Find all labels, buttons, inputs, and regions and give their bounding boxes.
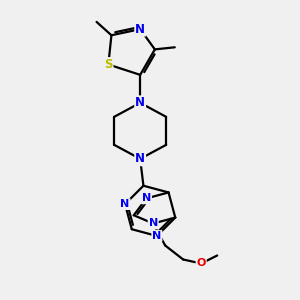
Text: N: N [135,23,145,36]
Text: S: S [104,58,112,71]
Text: N: N [152,231,161,241]
Text: O: O [196,259,206,269]
Text: N: N [135,152,145,165]
Text: N: N [142,194,151,203]
Text: N: N [135,96,145,109]
Text: N: N [148,218,158,229]
Text: N: N [120,199,130,209]
